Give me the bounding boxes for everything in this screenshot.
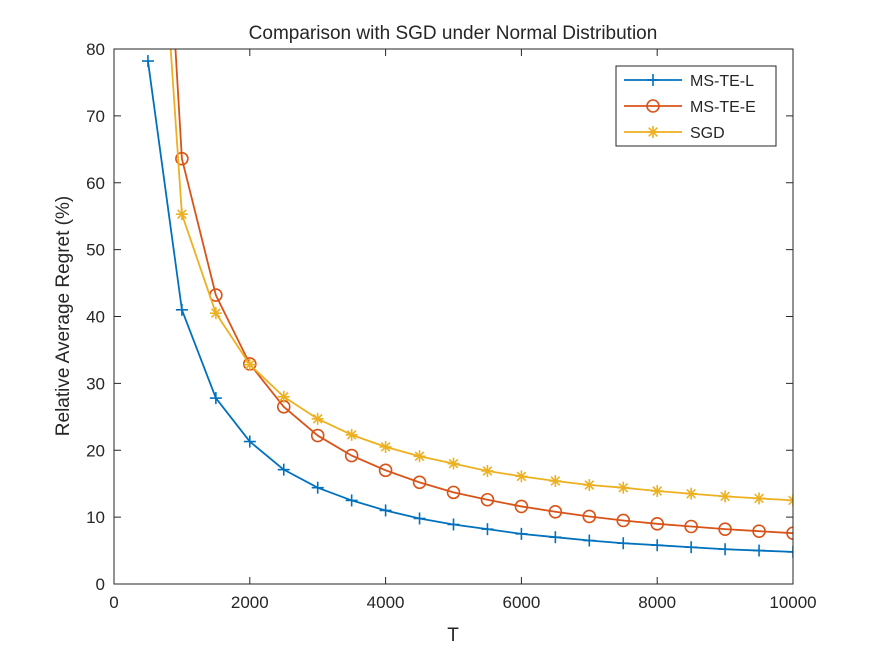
data-point-ms-te-e: [514, 499, 529, 514]
y-tick-label: 20: [86, 441, 105, 460]
data-point-ms-te-e: [718, 522, 732, 536]
data-point-sgd-d2: [584, 480, 595, 490]
data-point-sgd-d2: [516, 471, 527, 482]
series-ms-te-l: [141, 55, 793, 558]
x-tick-label: 10000: [769, 593, 816, 612]
data-point-sgd-d2: [788, 499, 793, 506]
data-point-sgd-d2: [686, 488, 697, 499]
data-point-sgd-d2: [278, 391, 289, 402]
data-point-sgd-d2: [720, 491, 730, 502]
data-point-ms-te-e: [378, 463, 393, 478]
data-point-ms-te-e: [175, 151, 189, 166]
x-tick-label: 0: [109, 593, 118, 612]
data-point-ms-te-e: [310, 428, 325, 443]
y-axis-label: Relative Average Regret (%): [53, 196, 74, 436]
data-point-ms-te-e: [752, 524, 766, 538]
series-layer: [141, 49, 793, 558]
data-point-sgd-d1: [788, 495, 793, 502]
x-tick-label: 2000: [231, 593, 269, 612]
data-point-sgd-d2: [448, 458, 459, 469]
chart-title: Comparison with SGD under Normal Distrib…: [249, 23, 658, 44]
y-tick-label: 0: [96, 575, 105, 594]
data-point-ms-te-e: [650, 517, 665, 531]
y-tick-label: 40: [86, 308, 105, 327]
y-tick-label: 80: [86, 40, 105, 59]
y-tick-label: 70: [86, 107, 105, 126]
y-tick-label: 60: [86, 174, 105, 193]
legend-label-ms-te-e: MS-TE-E: [690, 99, 756, 116]
data-point-ms-te-e: [446, 485, 461, 500]
data-point-ms-te-e: [786, 526, 793, 540]
data-point-ms-te-e: [480, 492, 495, 507]
tick-layer: 0 2000 4000 6000 8000 10000 0 10 20 30 40 50 60 70 80: [86, 40, 817, 612]
y-tick-label: 30: [86, 374, 105, 393]
data-point-sgd-d2: [618, 482, 629, 493]
data-point-sgd-d2: [346, 429, 357, 440]
data-point-ms-te-e: [582, 509, 597, 524]
data-point-sgd-d2: [380, 442, 391, 452]
data-point-sgd-d2: [550, 476, 561, 486]
data-point-sgd-d2: [177, 209, 187, 220]
y-tick-label: 50: [86, 241, 105, 260]
data-point-ms-te-e: [344, 448, 359, 463]
legend-label-sgd: SGD: [690, 125, 725, 142]
x-tick-label: 6000: [502, 593, 540, 612]
data-point-sgd-d2: [754, 493, 764, 504]
data-point-sgd-d2: [482, 466, 493, 476]
y-tick-label: 10: [86, 508, 105, 527]
data-point-ms-te-e: [548, 504, 563, 519]
series-sgd: [169, 49, 793, 507]
data-point-ms-te-e: [684, 519, 698, 534]
data-point-ms-te-e: [412, 475, 427, 490]
data-point-ms-te-e: [616, 513, 631, 528]
data-point-sgd-d2: [652, 486, 663, 496]
legend: MS-TE-L MS-TE-E SGD: [615, 65, 777, 147]
x-tick-label: 8000: [638, 593, 676, 612]
x-tick-label: 4000: [367, 593, 405, 612]
legend-marker-ms-te-e: [646, 99, 660, 113]
x-axis-label: T: [447, 625, 459, 646]
data-point-sgd-d2: [210, 308, 221, 319]
data-point-sgd-d2: [414, 451, 425, 462]
legend-marker-sgd-d2: [648, 127, 658, 137]
data-point-sgd-d2: [312, 413, 323, 424]
data-point-sgd-d2: [244, 359, 255, 370]
legend-label-ms-te-l: MS-TE-L: [690, 73, 754, 90]
